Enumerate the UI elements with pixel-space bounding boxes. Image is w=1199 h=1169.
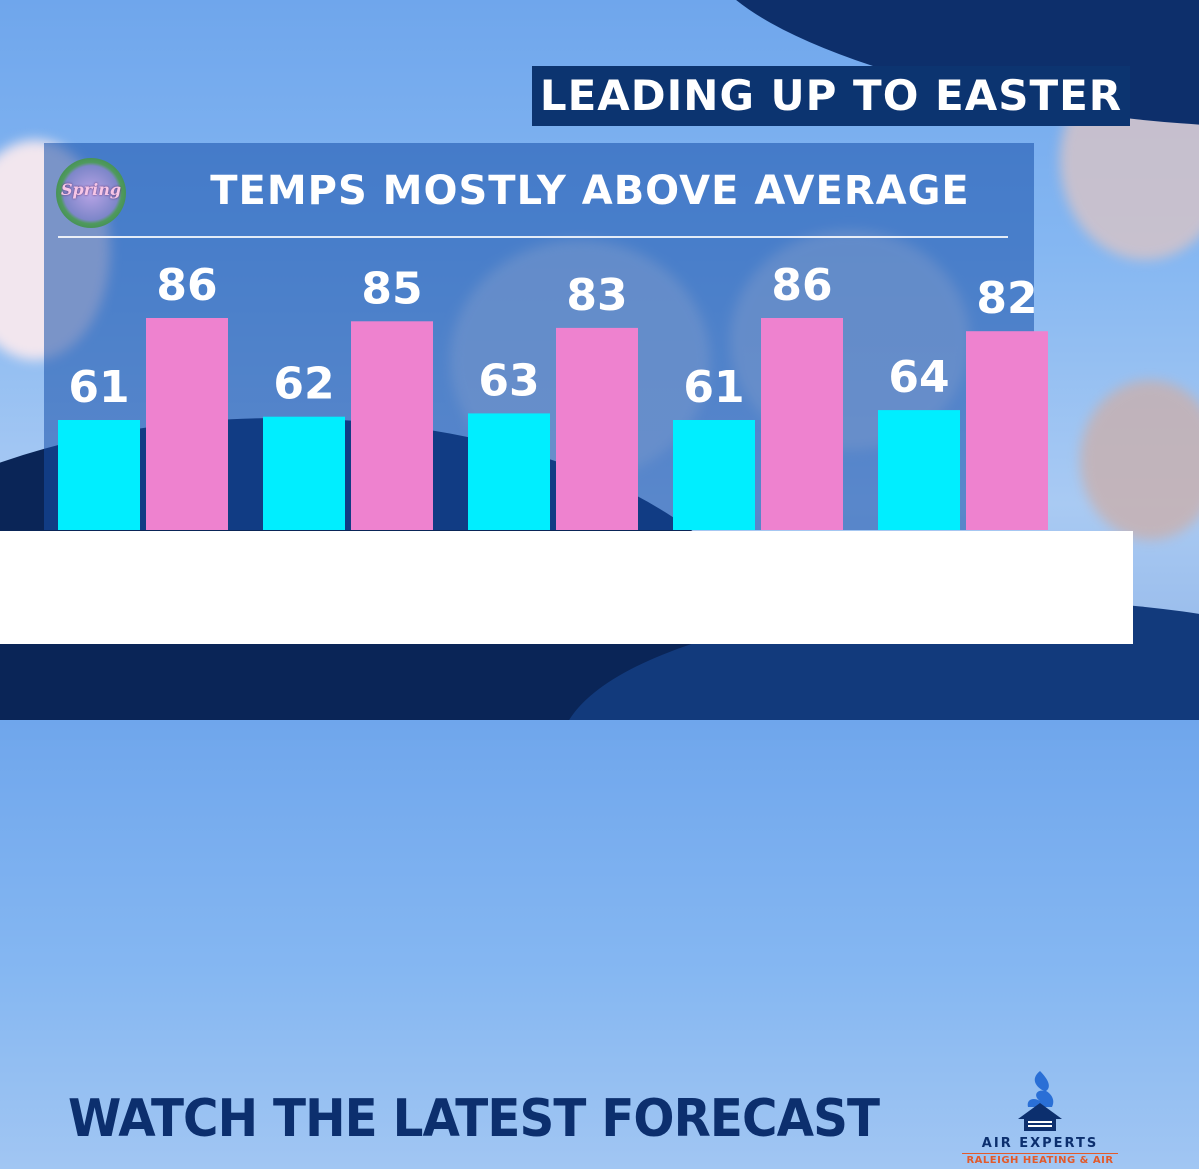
forecast-banner[interactable]: WATCH THE LATEST FORECAST AIR EXPERTS RA… [0, 531, 1133, 1166]
low-temp-bar [468, 413, 550, 530]
sponsor-logo: AIR EXPERTS RALEIGH HEATING & AIR [960, 1069, 1120, 1169]
low-temp-bar [878, 410, 960, 530]
high-temp-bar [146, 318, 228, 530]
low-temp-label: 62 [273, 359, 334, 410]
header-title: LEADING UP TO EASTER [532, 66, 1130, 126]
spring-badge-icon: Spring [56, 158, 126, 228]
title-divider [58, 236, 1008, 238]
low-temp-label: 61 [68, 362, 129, 413]
blossom-flower [1080, 380, 1199, 540]
sponsor-subtitle: RALEIGH HEATING & AIR [962, 1153, 1118, 1166]
high-temp-bar [761, 318, 843, 530]
low-temp-label: 63 [478, 355, 539, 406]
bar-chart: 61 62 63 61 64 86 85 83 86 82 [58, 260, 1048, 530]
banner-text[interactable]: WATCH THE LATEST FORECAST [68, 1089, 880, 1149]
badge-text: Spring [60, 180, 122, 199]
chart-title: TEMPS MOSTLY ABOVE AVERAGE [210, 168, 970, 214]
low-temp-label: 61 [683, 362, 744, 413]
high-temp-label: 85 [361, 263, 422, 314]
low-temp-bar [673, 420, 755, 530]
sponsor-name: AIR EXPERTS [981, 1136, 1099, 1151]
high-temp-label: 82 [976, 273, 1037, 324]
low-temp-label: 64 [888, 352, 949, 403]
high-temp-label: 86 [771, 260, 832, 311]
high-temp-label: 86 [156, 260, 217, 311]
flame-house-icon [1018, 1071, 1062, 1131]
high-temp-bar [966, 331, 1048, 530]
high-temp-label: 83 [566, 270, 627, 321]
high-temp-bar [351, 321, 433, 530]
low-temp-bar [58, 420, 140, 530]
high-temp-bar [556, 327, 638, 530]
low-temp-bar [263, 416, 345, 530]
